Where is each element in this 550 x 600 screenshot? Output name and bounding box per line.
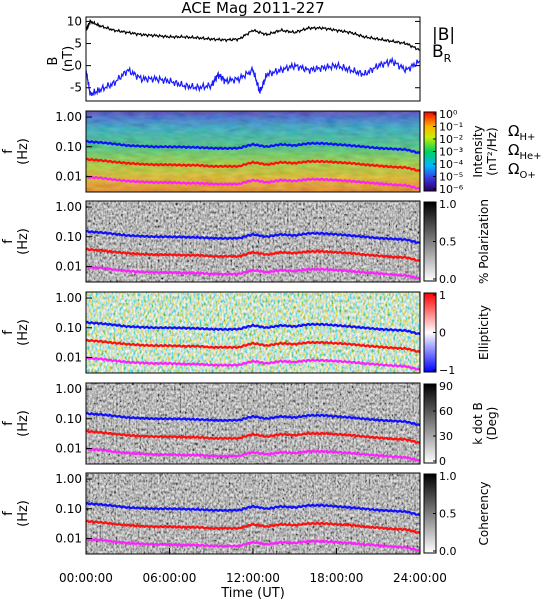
colorbar-tick-label: 10⁻² [439, 133, 463, 146]
panel-magnetic-field-frame [85, 16, 421, 102]
colorbar-tick-label: 0.5 [439, 236, 457, 249]
panel-frame [85, 291, 421, 374]
y-tick-label: 1.00 [55, 291, 82, 305]
gyrofrequency-h-line [86, 501, 420, 517]
colorbar-tick-label: 0.0 [439, 273, 457, 286]
colorbar-tick-label: 0.5 [439, 508, 457, 521]
colorbar-label: k dot B(Deg) [471, 402, 499, 444]
panel-ylabel: f(Hz) [1, 319, 31, 346]
panel-ellipticity: 1.00 0.10 0.01 f(Hz) 1 0 −1 Ellipticity [1, 289, 491, 377]
colorbar-tick-label: 10⁻¹ [439, 121, 463, 134]
colorbar-label: Intensity(nT²/Hz) [471, 125, 499, 177]
panel-frame [85, 382, 421, 465]
legend-radial-field: BR [432, 42, 452, 65]
x-tick-label: 24:00:00 [393, 571, 447, 585]
y-tick-label: 0.10 [55, 502, 82, 516]
panel-intensity: 1.00 0.10 0.01 f(Hz) 10⁰10⁻¹10⁻²10⁻³10⁻⁴10⁻⁵… [1, 108, 542, 196]
colorbar-tick-label: 30 [439, 430, 453, 443]
figure-title: ACE Mag 2011-227 [181, 0, 324, 17]
y-tick-label: 1.00 [55, 382, 82, 396]
gyrofrequency-o-line [86, 537, 420, 552]
panel-k-dot-b: 1.00 0.10 0.01 f(Hz) 90 60 30 0 k dot B(Deg) [1, 380, 499, 468]
legend-total-field: |B| [432, 25, 455, 45]
y-tick-label: 0.01 [55, 441, 82, 455]
y-tick-label: 0.10 [55, 412, 82, 426]
gyrofrequency-h-line [86, 320, 420, 336]
colorbar-tick-label: 10⁻⁴ [439, 158, 464, 171]
series-line-radial-field [86, 56, 420, 97]
gyrofrequency-he-line [86, 429, 420, 445]
y-tick-label: 0.10 [55, 140, 82, 154]
gyrofrequency-h-line [86, 139, 420, 155]
y-tick-label: 0.01 [55, 259, 82, 273]
gyrofrequency-he-line [86, 519, 420, 535]
gyrofrequency-o-line [86, 356, 420, 371]
y-tick-label: -5 [70, 81, 82, 95]
gyrofrequency-o-line [86, 447, 420, 462]
colorbar-tick-label: 10⁻⁵ [439, 171, 463, 184]
panel-coherency: 1.00 0.10 0.01 f(Hz) 1.0 0.5 0.0 Coherency [1, 470, 491, 558]
gyrofrequency-o-line [86, 175, 420, 190]
colorbar-tick-label: 1 [439, 289, 446, 302]
colorbar-tick-label: 60 [439, 405, 453, 418]
colorbar-tick-label: 10⁰ [439, 108, 458, 121]
y-tick-label: 1.00 [55, 200, 82, 214]
panel-ylabel: f(Hz) [1, 228, 31, 255]
gyrofrequency-he-line [86, 157, 420, 173]
panel-frame [85, 200, 421, 283]
colorbar-label: Coherency [477, 481, 491, 545]
panel-ylabel: f(Hz) [1, 500, 31, 527]
gyrofrequency-legend-entry: ΩHe+ [508, 141, 542, 162]
y-tick-label: 0.10 [55, 230, 82, 244]
panel-magnetic-field: 10 5 0 -5 B (nT) |B| BR [46, 14, 455, 102]
colorbar-tick-label: 1.0 [439, 470, 457, 483]
colorbar-tick-label: 0 [439, 455, 446, 468]
gyrofrequency-he-line [86, 338, 420, 354]
colorbar-tick-label: 0 [439, 327, 446, 340]
panel-ylabel: f(Hz) [1, 138, 31, 165]
gyrofrequency-h-line [86, 229, 420, 245]
colorbar-tick-label: 90 [439, 380, 453, 393]
colorbar-tick-label: −1 [439, 364, 455, 377]
gyrofrequency-o-line [86, 265, 420, 280]
y-tick-label: 0.10 [55, 321, 82, 335]
y-tick-label: 1.00 [55, 472, 82, 486]
colorbar-tick-label: 0.0 [439, 545, 457, 558]
colorbar-tick-label: 10⁻³ [439, 146, 463, 159]
y-tick-label: 0.01 [55, 169, 82, 183]
y-tick-label: 1.00 [55, 110, 82, 124]
x-tick-label: 12:00:00 [226, 571, 280, 585]
colorbar-label: Ellipticity [477, 305, 491, 360]
panel-polarization: 1.00 0.10 0.01 f(Hz) 1.0 0.5 0.0 % Polarization [1, 198, 491, 286]
y-tick-label: 10 [67, 14, 82, 28]
colorbar-tick-label: 10⁻⁶ [439, 183, 464, 196]
gyrofrequency-he-line [86, 247, 420, 263]
x-tick-label: 00:00:00 [59, 571, 113, 585]
panel-magnetic-field-ylabel: B (nT) [46, 46, 76, 72]
gyrofrequency-legend-entry: ΩO+ [508, 160, 536, 181]
gyrofrequency-legend-entry: ΩH+ [508, 122, 535, 143]
time-axis-label: Time (UT) [220, 586, 285, 600]
x-tick-label: 18:00:00 [310, 571, 364, 585]
x-tick-label: 06:00:00 [143, 571, 197, 585]
y-tick-label: 5 [74, 37, 82, 51]
y-tick-label: 0.01 [55, 350, 82, 364]
y-tick-label: 0.01 [55, 531, 82, 545]
panel-frame [85, 110, 421, 193]
panel-ylabel: f(Hz) [1, 410, 31, 437]
gyrofrequency-h-line [86, 411, 420, 427]
y-tick-label: 0 [74, 59, 82, 73]
time-axis: Time (UT) 00:00:00 06:00:00 12:00:00 18:00:… [59, 548, 447, 600]
colorbar-tick-label: 1.0 [439, 198, 457, 211]
series-line-total-field [86, 18, 420, 51]
colorbar-label: % Polarization [477, 199, 491, 284]
colorbar [423, 383, 437, 464]
